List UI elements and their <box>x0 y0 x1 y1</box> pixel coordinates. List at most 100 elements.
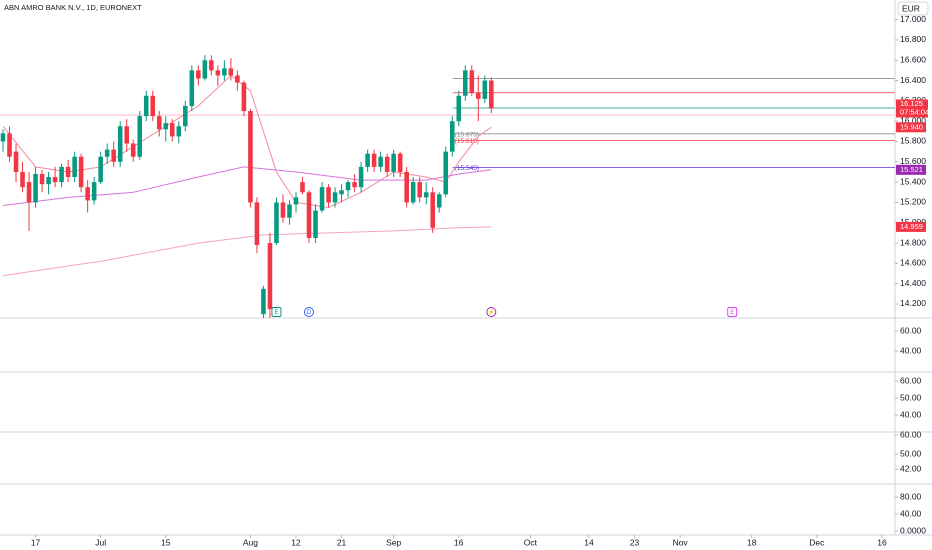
candle <box>248 108 253 208</box>
countdown-label: 07:54:04 <box>900 107 929 116</box>
y-tick-label: 15.800 <box>900 136 926 146</box>
event-marker <box>727 307 738 317</box>
price-level-label: (15.875) <box>455 132 479 139</box>
candle <box>0 129 6 152</box>
currency-label[interactable]: EUR <box>902 3 920 13</box>
candle <box>117 121 123 167</box>
candle <box>156 111 162 137</box>
candle-body <box>300 182 305 193</box>
candle-body <box>449 121 455 152</box>
candle <box>371 149 377 172</box>
candle-body <box>222 68 227 76</box>
candle-body <box>130 143 136 157</box>
x-tick-label: 15 <box>161 537 171 547</box>
candle <box>280 194 286 223</box>
moving-average <box>2 226 492 277</box>
candle-body <box>235 75 240 83</box>
candle <box>436 192 442 213</box>
y-tick-label: 40.00 <box>900 345 922 355</box>
currency-button[interactable] <box>897 1 929 16</box>
candle-body <box>462 70 468 96</box>
candle <box>189 65 195 112</box>
candle-body <box>98 156 103 183</box>
candle-body <box>209 60 214 71</box>
candle <box>183 100 188 132</box>
candle-body <box>176 126 182 137</box>
candle <box>137 111 143 160</box>
chart-title: ABN AMRO BANK N.V., 1D, EURONEXT <box>4 3 142 12</box>
y-tick-label: 15.200 <box>900 197 926 207</box>
moving-average <box>2 166 492 206</box>
candle <box>104 143 110 164</box>
y-tick-label: 40.00 <box>900 508 922 518</box>
candle <box>52 166 58 188</box>
candle-body <box>287 204 292 218</box>
candle <box>469 65 475 96</box>
x-tick-label: 18 <box>747 537 757 547</box>
candle <box>222 60 227 81</box>
candle <box>410 177 416 205</box>
candle-body <box>91 182 97 201</box>
candle-body <box>358 166 364 188</box>
candle <box>397 151 403 178</box>
x-tick-label: 14 <box>584 537 594 547</box>
candle-body <box>26 182 32 203</box>
candle <box>449 116 455 157</box>
candle <box>13 143 19 183</box>
candle-body <box>274 202 279 244</box>
ma-price-box <box>896 122 926 133</box>
candle-body <box>489 80 494 109</box>
candle-body <box>189 70 195 106</box>
candle-body <box>365 153 370 167</box>
y-tick-label: 60.00 <box>900 325 922 335</box>
ma-price-box <box>896 221 926 232</box>
candle <box>26 171 32 231</box>
candle-body <box>72 156 77 178</box>
candle-body <box>46 177 51 185</box>
candle <box>358 161 364 193</box>
candle <box>489 77 494 114</box>
candle-body <box>85 187 90 201</box>
x-tick-label: 23 <box>630 537 640 547</box>
candle-body <box>404 171 409 203</box>
candle-body <box>352 182 357 188</box>
y-tick-label: 0.0000 <box>900 525 926 535</box>
candle <box>170 119 175 142</box>
candle-body <box>59 166 64 183</box>
candle <box>241 80 247 117</box>
candle <box>91 177 97 205</box>
candle <box>124 119 129 152</box>
candle-body <box>345 182 351 191</box>
candle <box>163 116 169 142</box>
event-label: ⚡ <box>488 308 495 316</box>
candle <box>482 75 488 103</box>
ma-price-label: 15.940 <box>900 122 923 131</box>
candle-body <box>456 95 462 122</box>
candle <box>59 163 64 188</box>
y-tick-label: 16.600 <box>900 54 926 64</box>
y-tick-label: 16.000 <box>900 115 926 125</box>
candle-body <box>104 149 110 157</box>
candle <box>46 171 51 195</box>
candle-body <box>52 177 58 183</box>
candle-body <box>202 60 208 79</box>
candle <box>254 197 260 254</box>
candle <box>462 65 468 101</box>
candle <box>176 121 182 144</box>
x-tick-label: Sep <box>386 537 401 547</box>
event-label: E <box>274 310 278 316</box>
candle-body <box>378 156 383 167</box>
candle-body <box>20 171 25 188</box>
candle <box>267 232 273 318</box>
candle-body <box>241 82 247 112</box>
candle-body <box>261 288 266 315</box>
candle <box>332 187 338 208</box>
candle-body <box>476 92 481 99</box>
candle <box>287 200 292 225</box>
candle-body <box>332 192 338 203</box>
candle-body <box>254 202 260 246</box>
y-tick-label: 14.600 <box>900 258 926 268</box>
candle <box>456 90 462 127</box>
current-price-box <box>896 99 928 118</box>
